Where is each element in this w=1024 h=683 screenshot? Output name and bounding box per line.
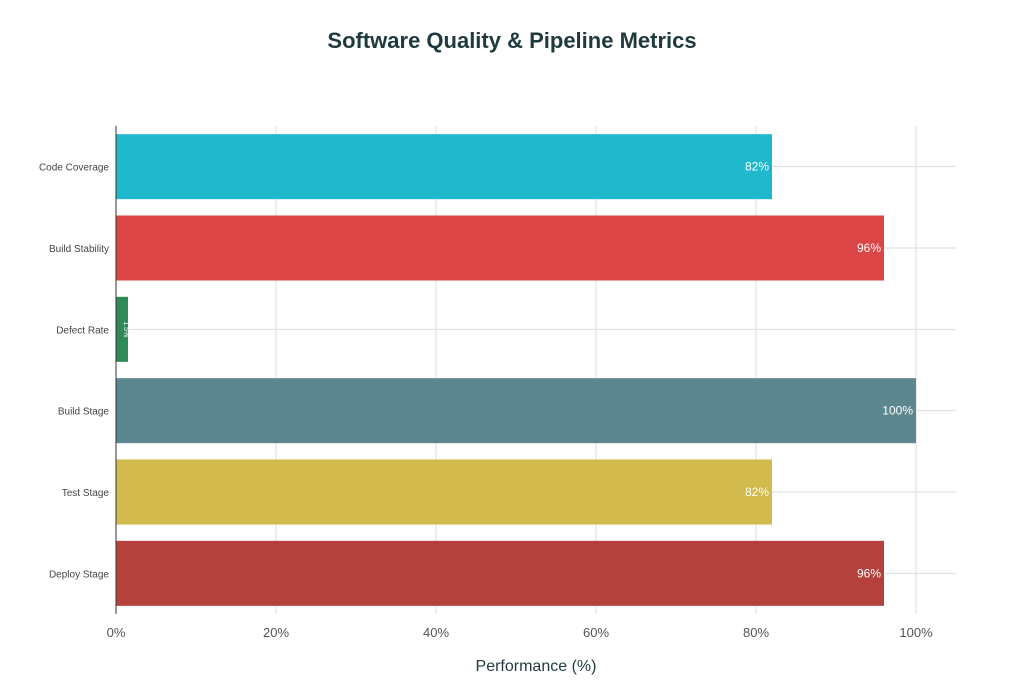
y-tick-label: Build Stability: [49, 244, 109, 255]
bar: [116, 459, 772, 525]
bar: [116, 215, 884, 281]
y-tick-label: Test Stage: [62, 488, 110, 499]
y-tick-label: Code Coverage: [39, 163, 109, 174]
data-label: 96%: [857, 241, 881, 255]
x-tick-label: 0%: [107, 625, 126, 640]
x-tick-label: 60%: [583, 625, 609, 640]
bar: [116, 540, 884, 606]
data-label: 82%: [745, 485, 769, 499]
y-tick-label: Defect Rate: [56, 325, 109, 336]
x-axis-label: Performance (%): [476, 658, 597, 675]
bar: [116, 134, 772, 200]
y-tick-label: Build Stage: [58, 407, 110, 418]
data-label: 96%: [857, 566, 881, 580]
bar: [116, 296, 128, 362]
x-tick-label: 100%: [899, 625, 933, 640]
data-label: 1.5%: [122, 321, 129, 337]
x-tick-label: 80%: [743, 625, 769, 640]
bar: [116, 378, 916, 444]
y-tick-label: Deploy Stage: [49, 569, 109, 580]
data-label: 100%: [882, 404, 913, 418]
chart-title: Software Quality & Pipeline Metrics: [327, 28, 697, 53]
x-tick-label: 20%: [263, 625, 289, 640]
data-label: 82%: [745, 160, 769, 174]
x-tick-label: 40%: [423, 625, 449, 640]
